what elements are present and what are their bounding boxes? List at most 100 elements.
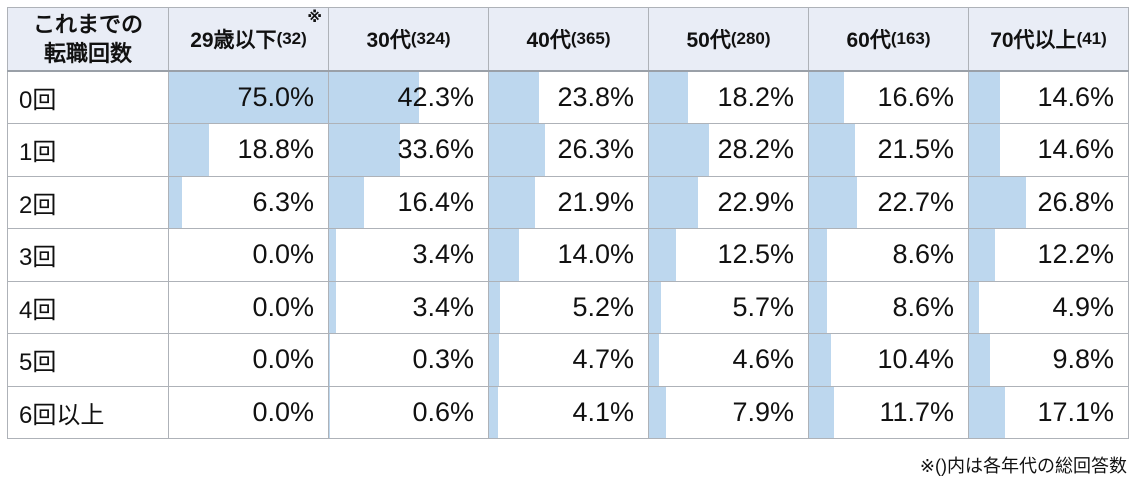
percentage-value: 22.7% xyxy=(877,186,954,217)
data-cell: 0.0% xyxy=(168,333,329,387)
data-cell: 3.4% xyxy=(328,228,489,282)
age-column-header: 60代 (163) xyxy=(808,7,969,72)
table-row: 4回 0.0% 3.4% 5.2% 5.7% 8.6% 4.9% xyxy=(7,280,1129,334)
data-cell: 21.9% xyxy=(488,175,649,229)
data-cell: 8.6% xyxy=(808,228,969,282)
corner-header-line2: 転職回数 xyxy=(43,41,132,66)
data-cell: 8.6% xyxy=(808,280,969,334)
percentage-value: 4.1% xyxy=(572,396,634,427)
age-column-header: 40代 (365) xyxy=(488,7,649,72)
data-bar xyxy=(969,176,1026,228)
data-bar xyxy=(809,124,855,176)
data-bar xyxy=(489,334,499,386)
data-cell: 12.2% xyxy=(968,228,1129,282)
percentage-value: 42.3% xyxy=(397,82,474,112)
age-column-count: (280) xyxy=(730,29,771,48)
age-column-count: (324) xyxy=(410,29,451,48)
percentage-value: 10.4% xyxy=(877,344,954,375)
age-column-header: 50代 (280) xyxy=(648,7,809,72)
data-bar xyxy=(489,229,519,281)
percentage-value: 22.9% xyxy=(717,186,794,217)
data-cell: 0.3% xyxy=(328,333,489,387)
row-label: 3回 xyxy=(7,228,169,282)
data-cell: 14.6% xyxy=(968,123,1129,177)
age-column-label: 70代以上 xyxy=(990,29,1077,52)
data-bar xyxy=(969,72,1000,123)
percentage-value: 7.9% xyxy=(732,396,794,427)
data-cell: 9.8% xyxy=(968,333,1129,387)
data-bar xyxy=(489,176,536,228)
percentage-value: 14.6% xyxy=(1037,82,1114,112)
data-cell: 33.6% xyxy=(328,123,489,177)
percentage-value: 18.8% xyxy=(237,134,314,165)
corner-header-cell: これまでの 転職回数 xyxy=(7,7,169,72)
percentage-value: 21.9% xyxy=(557,186,634,217)
percentage-value: 9.8% xyxy=(1052,344,1114,375)
table-row: 6回以上 0.0% 0.6% 4.1% 7.9% 11.7% 17.1% xyxy=(7,385,1129,439)
percentage-value: 33.6% xyxy=(397,134,474,165)
data-bar xyxy=(489,124,545,176)
data-bar xyxy=(809,334,832,386)
job-change-table-container: これまでの 転職回数 ※ 29歳以下 (32) 30代 (324) 40代 (365) 50代… xyxy=(7,7,1129,439)
data-bar xyxy=(169,72,328,123)
percentage-value: 8.6% xyxy=(892,239,954,270)
row-label: 2回 xyxy=(7,175,169,229)
data-cell: 23.8% xyxy=(488,70,649,124)
data-bar xyxy=(329,281,337,333)
age-column-count: (41) xyxy=(1076,29,1107,48)
data-cell: 6.3% xyxy=(168,175,329,229)
age-column-label: 40代 xyxy=(526,29,571,52)
percentage-value: 28.2% xyxy=(717,134,794,165)
age-column-header: ※ 29歳以下 (32) xyxy=(168,7,329,72)
percentage-value: 0.3% xyxy=(412,344,474,375)
percentage-value: 16.6% xyxy=(877,82,954,112)
data-bar xyxy=(649,124,709,176)
data-cell: 5.2% xyxy=(488,280,649,334)
data-bar xyxy=(809,72,845,123)
data-cell: 22.7% xyxy=(808,175,969,229)
percentage-value: 0.6% xyxy=(412,396,474,427)
data-cell: 18.2% xyxy=(648,70,809,124)
data-cell: 28.2% xyxy=(648,123,809,177)
age-column-header: 70代以上 (41) xyxy=(968,7,1129,72)
percentage-value: 14.0% xyxy=(557,239,634,270)
age-column-count: (32) xyxy=(276,29,307,48)
job-change-by-age-table: これまでの 転職回数 ※ 29歳以下 (32) 30代 (324) 40代 (365) 50代… xyxy=(7,7,1129,439)
age-column-label: 30代 xyxy=(366,29,411,52)
data-cell: 0.0% xyxy=(168,228,329,282)
row-label: 1回 xyxy=(7,123,169,177)
data-bar xyxy=(969,386,1006,438)
data-bar xyxy=(969,281,980,333)
data-cell: 3.4% xyxy=(328,280,489,334)
header-row: これまでの 転職回数 ※ 29歳以下 (32) 30代 (324) 40代 (365) 50代… xyxy=(7,7,1129,72)
data-bar xyxy=(329,386,331,438)
percentage-value: 3.4% xyxy=(412,291,474,322)
corner-header-line1: これまでの xyxy=(32,11,143,37)
percentage-value: 21.5% xyxy=(877,134,954,165)
data-bar xyxy=(809,386,834,438)
percentage-value: 5.2% xyxy=(572,291,634,322)
percentage-value: 26.3% xyxy=(557,134,634,165)
data-cell: 16.6% xyxy=(808,70,969,124)
age-column-label: 50代 xyxy=(686,29,731,52)
percentage-value: 18.2% xyxy=(717,82,794,112)
percentage-value: 5.7% xyxy=(732,291,794,322)
data-cell: 0.0% xyxy=(168,385,329,439)
age-column-label: 60代 xyxy=(846,29,891,52)
percentage-value: 4.9% xyxy=(1052,291,1114,322)
percentage-value: 6.3% xyxy=(252,186,314,217)
data-bar xyxy=(169,176,183,228)
percentage-value: 17.1% xyxy=(1037,396,1114,427)
data-bar xyxy=(489,281,501,333)
row-label: 4回 xyxy=(7,280,169,334)
row-label: 6回以上 xyxy=(7,385,169,439)
percentage-value: 11.7% xyxy=(879,396,954,427)
data-cell: 14.6% xyxy=(968,70,1129,124)
percentage-value: 0.0% xyxy=(252,396,314,427)
row-label: 0回 xyxy=(7,70,169,124)
data-cell: 26.3% xyxy=(488,123,649,177)
table-row: 3回 0.0% 3.4% 14.0% 12.5% 8.6% 12.2% xyxy=(7,228,1129,282)
percentage-value: 8.6% xyxy=(892,291,954,322)
data-bar xyxy=(809,176,858,228)
percentage-value: 0.0% xyxy=(252,344,314,375)
